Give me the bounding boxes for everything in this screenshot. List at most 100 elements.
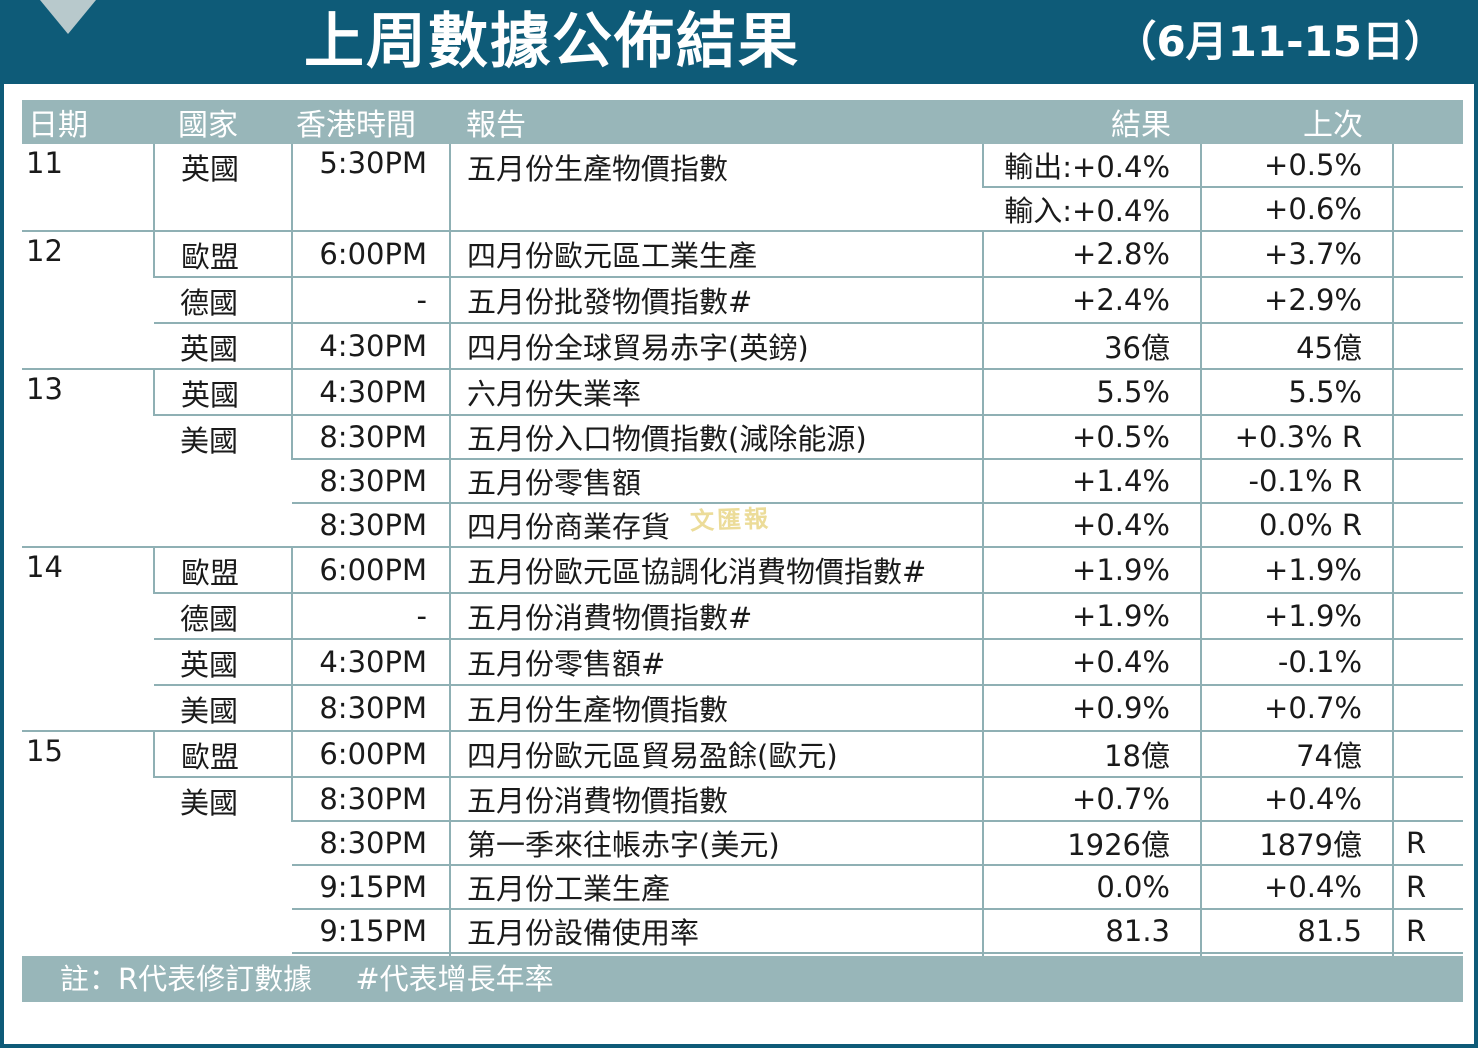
table-row: 9:15PM 五月份工業生產 0.0% +0.4% R: [22, 865, 1463, 910]
cell-time: 4:30PM: [291, 323, 450, 370]
triangle-icon: [40, 0, 96, 34]
cell-previous: +1.9%: [1200, 547, 1393, 594]
cell-report: 五月份消費物價指數#: [449, 593, 983, 640]
column-header-flag: [1393, 100, 1463, 144]
cell-flag: [1392, 187, 1463, 232]
cell-previous: +1.9%: [1200, 593, 1393, 640]
cell-result: +0.5%: [982, 415, 1201, 460]
table-row: 美國 8:30PM 五月份入口物價指數(減除能源) +0.5% +0.3% R: [22, 415, 1463, 548]
cell-result: +0.7%: [982, 777, 1201, 822]
table-row: 15 歐盟 6:00PM 四月份歐元區貿易盈餘(歐元) 18億 74億: [22, 731, 1463, 998]
footnote-hash: #代表增長年率: [355, 962, 554, 996]
cell-date: 13: [22, 369, 154, 548]
cell-flag: R: [1392, 821, 1463, 866]
cell-result: 36億: [982, 323, 1201, 370]
cell-time: 4:30PM: [291, 369, 450, 416]
cell-result: 0.0%: [982, 865, 1201, 910]
cell-flag: [1392, 639, 1463, 686]
cell-result: +0.4%: [982, 639, 1201, 686]
cell-time: 8:30PM: [291, 685, 450, 732]
cell-previous: +2.9%: [1200, 277, 1393, 324]
cell-report: 五月份生產物價指數: [449, 685, 983, 732]
cell-report: 五月份歐元區協調化消費物價指數#: [449, 547, 983, 594]
column-header-country: 國家: [154, 100, 292, 144]
table-row: 美國 8:30PM 五月份消費物價指數 +0.7% +0.4%: [22, 777, 1463, 998]
cell-previous: +0.7%: [1200, 685, 1393, 732]
cell-report: 四月份商業存貨: [449, 503, 983, 548]
cell-flag: [1392, 415, 1463, 460]
cell-flag: R: [1392, 909, 1463, 954]
cell-result: +1.9%: [982, 547, 1201, 594]
cell-country: 歐盟: [153, 731, 292, 778]
cell-flag: [1392, 459, 1463, 504]
table-body: 11 英國 5:30PM 五月份生產物價指數 輸出:+0.4% +0.5% 輸入:+0.4%…: [22, 144, 1463, 998]
cell-result: +2.8%: [982, 231, 1201, 278]
cell-country: 德國: [154, 593, 292, 640]
cell-time: 4:30PM: [291, 639, 450, 686]
cell-flag: [1392, 777, 1463, 822]
cell-report: 四月份歐元區工業生產: [449, 231, 983, 278]
cell-result: +2.4%: [982, 277, 1201, 324]
table-row: 14 歐盟 6:00PM 五月份歐元區協調化消費物價指數# +1.9% +1.9%: [22, 547, 1463, 732]
cell-previous: -0.1%: [1200, 639, 1393, 686]
cell-result: +0.4%: [982, 503, 1201, 548]
cell-previous: 45億: [1200, 323, 1393, 370]
cell-flag: [1392, 593, 1463, 640]
table-row: 英國 4:30PM 五月份零售額# +0.4% -0.1%: [22, 639, 1463, 686]
column-header-date: 日期: [22, 100, 154, 144]
cell-previous: +0.3% R: [1200, 415, 1393, 460]
cell-flag: [1392, 277, 1463, 324]
page-title: 上周數據公佈結果: [304, 7, 800, 77]
footnote-r: 註：R代表修訂數據: [60, 962, 313, 996]
cell-flag: [1392, 685, 1463, 732]
column-header-time: 香港時間: [292, 100, 450, 144]
table-row: 11 英國 5:30PM 五月份生產物價指數 輸出:+0.4% +0.5%: [22, 144, 1463, 232]
cell-previous: 5.5%: [1200, 369, 1393, 416]
date-range: （6月11-15日）: [1114, 17, 1446, 66]
header-banner: 上周數據公佈結果 （6月11-15日）: [4, 0, 1478, 84]
table-row: 德國 - 五月份批發物價指數# +2.4% +2.9%: [22, 277, 1463, 324]
cell-report: 五月份批發物價指數#: [449, 277, 983, 324]
cell-time: 8:30PM: [291, 777, 450, 822]
cell-previous: -0.1% R: [1200, 459, 1393, 504]
column-header-result: 結果: [983, 100, 1201, 144]
cell-report: 五月份零售額: [449, 459, 983, 504]
footnote-bar: 註：R代表修訂數據 #代表增長年率: [22, 956, 1463, 1002]
column-header-previous: 上次: [1201, 100, 1393, 144]
cell-time: 8:30PM: [292, 503, 450, 548]
cell-previous: +0.5%: [1200, 144, 1393, 188]
table-row: 美國 8:30PM 五月份生產物價指數 +0.9% +0.7%: [22, 685, 1463, 732]
cell-date: 14: [22, 547, 154, 732]
table-row: 英國 4:30PM 四月份全球貿易赤字(英鎊) 36億 45億: [22, 323, 1463, 370]
table-row: 8:30PM 五月份零售額 +1.4% -0.1% R: [22, 459, 1463, 504]
cell-time: 9:15PM: [292, 909, 450, 954]
cell-result: +1.4%: [982, 459, 1201, 504]
cell-flag: [1392, 323, 1463, 370]
cell-result: 輸出:+0.4%: [982, 144, 1201, 188]
watermark-logo: 文匯報: [689, 504, 772, 536]
table-row: 德國 - 五月份消費物價指數# +1.9% +1.9%: [22, 593, 1463, 640]
cell-report: 四月份全球貿易赤字(英鎊): [449, 323, 983, 370]
cell-date: 12: [22, 231, 154, 370]
cell-flag: [1392, 731, 1463, 778]
cell-report: 五月份設備使用率: [449, 909, 983, 954]
cell-report: 五月份入口物價指數(減除能源): [449, 415, 983, 460]
cell-previous: +0.6%: [1200, 187, 1393, 232]
cell-report: 五月份生產物價指數: [449, 144, 983, 232]
results-table: 日期 國家 香港時間 報告 結果 上次 11 英國 5:30PM 五月份生產物價指數輸…: [22, 100, 1463, 998]
cell-flag: [1392, 369, 1463, 416]
cell-time: 6:00PM: [291, 231, 450, 278]
cell-previous: +0.4%: [1200, 865, 1393, 910]
cell-previous: 1879億: [1200, 821, 1393, 866]
cell-country: 歐盟: [153, 231, 292, 278]
cell-result: 81.3: [982, 909, 1201, 954]
cell-previous: +0.4%: [1200, 777, 1393, 822]
cell-flag: R: [1392, 865, 1463, 910]
cell-time: 9:15PM: [292, 865, 450, 910]
cell-report: 第一季來往帳赤字(美元): [449, 821, 983, 866]
cell-report: 六月份失業率: [449, 369, 983, 416]
cell-time: 8:30PM: [291, 415, 450, 460]
cell-previous: 74億: [1200, 731, 1393, 778]
cell-time: 8:30PM: [292, 821, 450, 866]
